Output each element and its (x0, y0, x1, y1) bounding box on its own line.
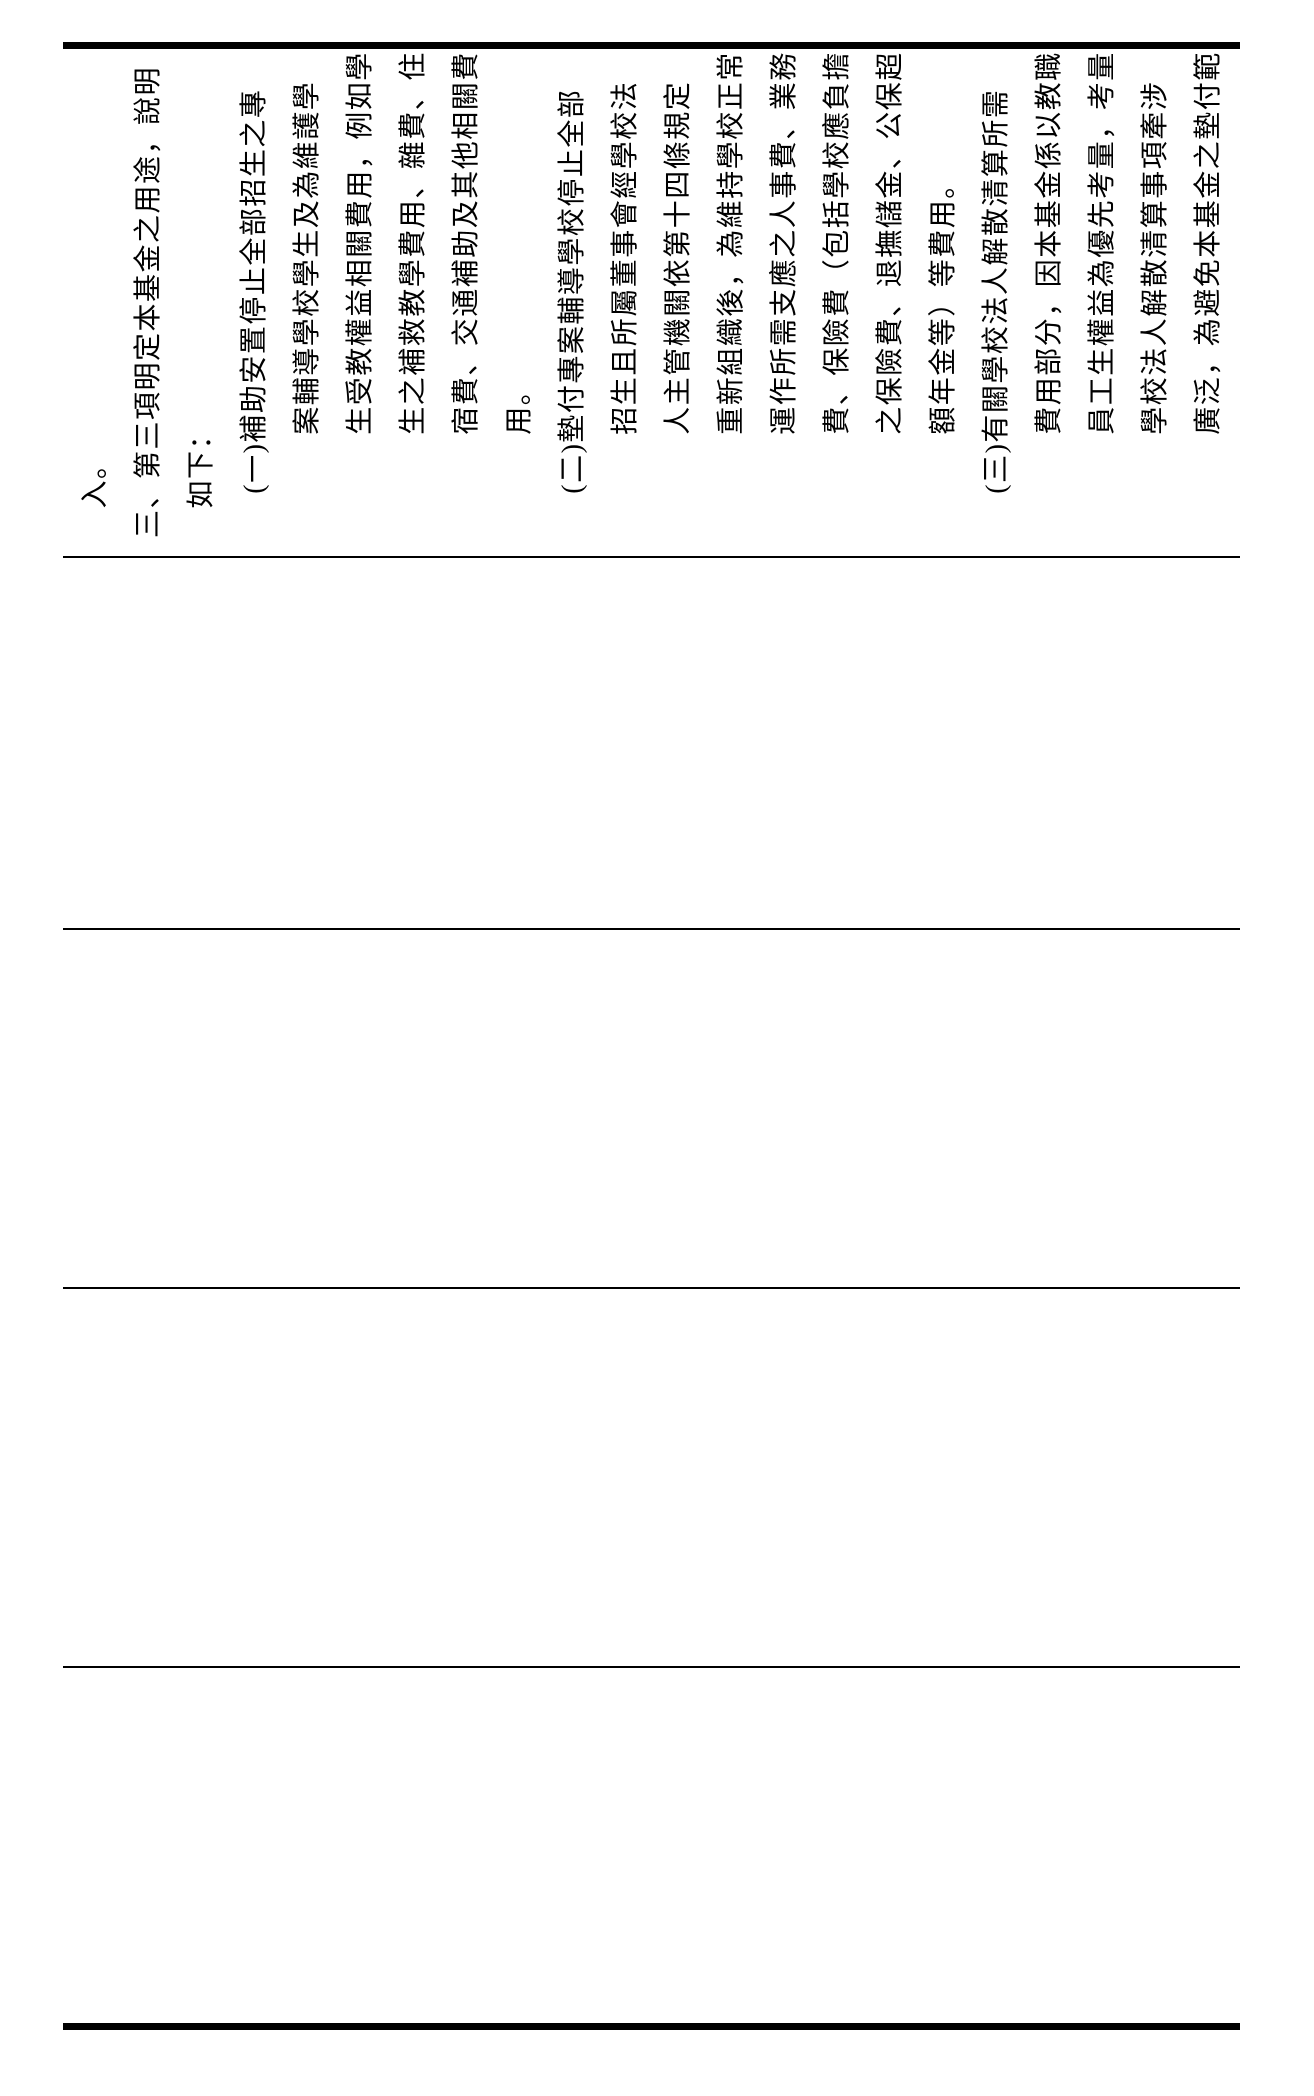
text-line: 人主管機關依第十四條規定 (663, 80, 694, 435)
text-line: 廣泛，為避免本基金之墊付範 (1193, 51, 1224, 435)
table-column-rule (63, 1287, 1240, 1289)
text-line: 招生且所屬董事會經學校法 (610, 80, 641, 435)
table-column-rule (63, 928, 1240, 930)
text-line: 額年金等）等費用。 (928, 169, 959, 435)
table-column-rule (63, 556, 1240, 558)
text-line: 員工生權益為優先考量，考量 (1087, 51, 1118, 435)
text-line: 用。 (504, 375, 535, 435)
text-line: 三、第三項明定本基金之用途，說明 (133, 65, 164, 538)
text-line: 案輔導學校學生及為維護學 (292, 80, 323, 435)
text-line: (一)補助安置停止全部招生之專 (239, 88, 270, 494)
text-line: 費用部分，因本基金係以教職 (1034, 51, 1065, 435)
text-line: 之保險費、退撫儲金、公保超 (875, 51, 906, 435)
table-border-rule (63, 42, 1240, 49)
text-line: 宿費、交通補助及其他相關費 (451, 51, 482, 435)
table-border-rule (63, 2023, 1240, 2030)
text-line: (二)墊付專案輔導學校停止全部 (557, 88, 588, 494)
text-line: 重新組織後，為維持學校正常 (716, 51, 747, 435)
text-line: (三)有關學校法人解散清算所需 (981, 88, 1012, 494)
text-line: 如下： (186, 419, 217, 509)
text-line: 生之補救教學費用、雜費、住 (398, 51, 429, 435)
table-column-rule (63, 1666, 1240, 1668)
text-line: 學校法人解散清算事項牽涉 (1140, 80, 1171, 435)
text-line: 運作所需支應之人事費、業務 (769, 51, 800, 435)
text-line: 入。 (80, 449, 111, 509)
text-line: 生受教權益相關費用，例如學 (345, 51, 376, 435)
text-line: 費、保險費（包括學校應負擔 (822, 51, 853, 435)
